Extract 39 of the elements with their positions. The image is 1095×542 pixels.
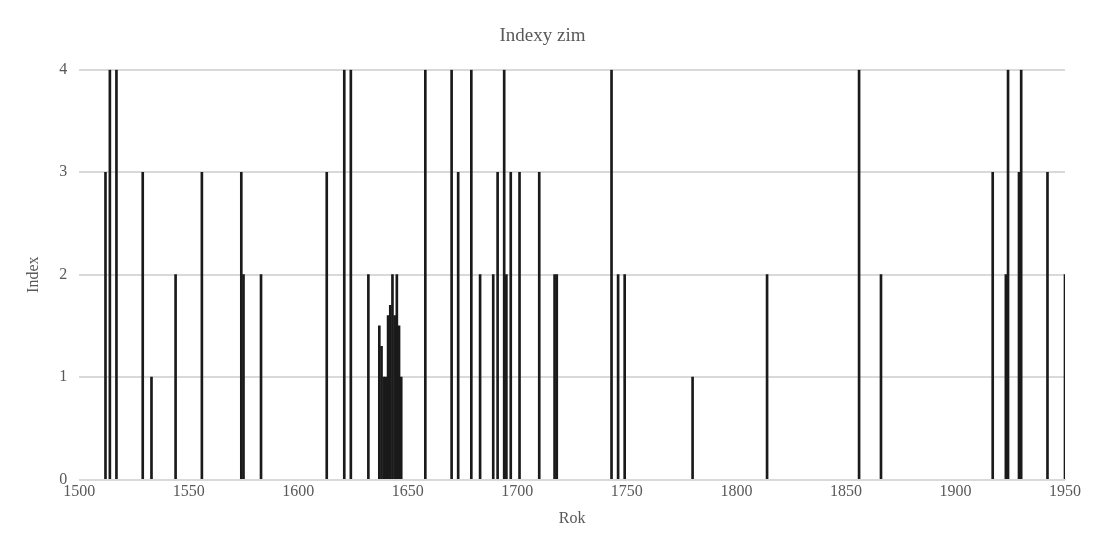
bar — [456, 171, 460, 479]
bar — [1019, 69, 1023, 479]
bar — [342, 69, 346, 479]
bar — [537, 171, 541, 479]
x-tick-label: 1800 — [720, 482, 753, 500]
bar — [450, 69, 453, 479]
x-tick-label: 1850 — [829, 482, 862, 500]
bar — [325, 171, 329, 479]
y-tick-label: 1 — [59, 367, 68, 385]
bar — [424, 69, 427, 479]
x-axis-title: Rok — [558, 508, 586, 526]
x-tick-label: 1750 — [610, 482, 643, 500]
bar — [141, 171, 145, 479]
bar — [496, 171, 499, 479]
bar — [518, 171, 521, 479]
bar — [150, 376, 153, 479]
y-tick-label: 2 — [59, 264, 68, 282]
bar — [991, 171, 995, 479]
bar — [623, 274, 627, 479]
y-tick-label: 4 — [59, 60, 68, 77]
bar — [174, 274, 177, 479]
x-tick-label: 1950 — [1049, 482, 1081, 500]
x-tick-label: 1900 — [939, 482, 972, 500]
bar — [1046, 171, 1049, 479]
bar — [470, 69, 473, 479]
x-tick-label: 1600 — [282, 482, 315, 500]
y-tick-label: 3 — [59, 162, 68, 180]
bar — [104, 171, 107, 479]
bar — [509, 171, 513, 479]
bar — [610, 69, 613, 479]
bar — [502, 69, 506, 479]
bar — [691, 376, 694, 479]
x-tick-label: 1650 — [391, 482, 424, 500]
y-axis-title: Index — [23, 256, 41, 293]
bar — [115, 69, 118, 479]
chart-title: Indexy zim — [499, 24, 586, 46]
x-tick-label: 1550 — [172, 482, 205, 500]
x-tick-label: 1700 — [501, 482, 534, 500]
bar — [367, 274, 370, 479]
